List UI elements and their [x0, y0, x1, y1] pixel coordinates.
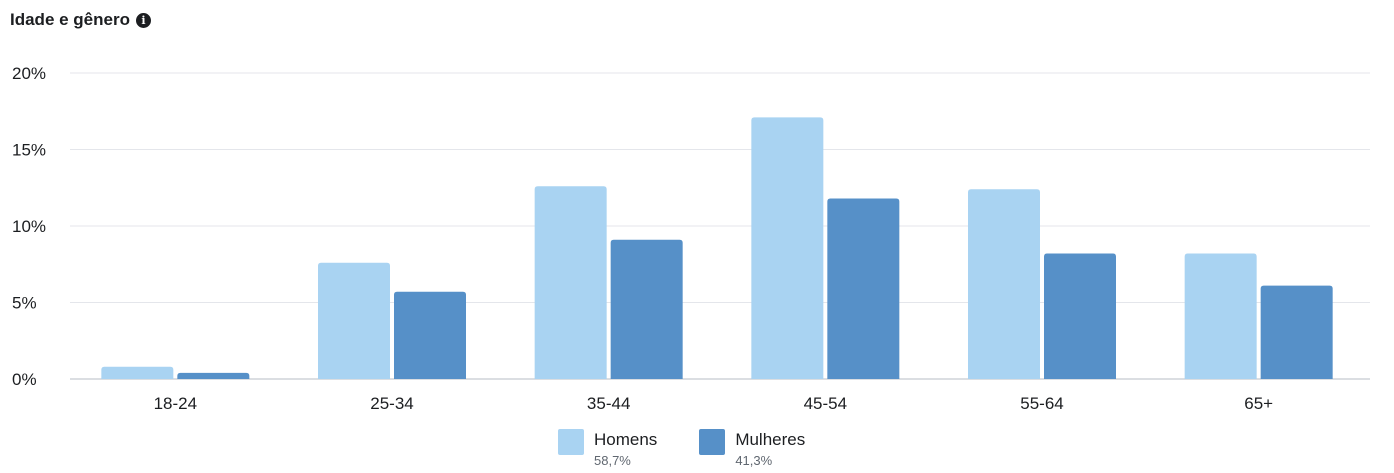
bar-homens-25-34[interactable]	[318, 262, 390, 379]
legend-percent-homens: 58,7%	[594, 453, 631, 468]
chart-title-row: Idade e gênero i	[10, 10, 151, 30]
legend-item-mulheres[interactable]: Mulheres 41,3%	[699, 427, 805, 469]
bar-mulheres-25-34[interactable]	[394, 291, 466, 379]
legend-swatch-mulheres	[699, 429, 726, 455]
bar-homens-35-44[interactable]	[534, 186, 607, 379]
bar-homens-65+[interactable]	[1184, 253, 1257, 379]
y-tick-label: 10%	[12, 217, 46, 236]
x-tick-label: 55-64	[1020, 394, 1063, 413]
y-tick-label: 15%	[12, 141, 46, 160]
x-tick-label: 18-24	[154, 394, 197, 413]
legend-label-homens: Homens	[594, 430, 658, 449]
bar-mulheres-65+[interactable]	[1260, 285, 1333, 379]
x-tick-label: 45-54	[804, 394, 847, 413]
legend-swatch-homens	[558, 429, 584, 455]
info-icon[interactable]: i	[135, 12, 151, 28]
bar-chart: 0% 5% 10% 15% 20% 18-24 25-34 35-44 45-54 55-64 65…	[12, 64, 1370, 413]
x-tick-label: 35-44	[587, 394, 630, 413]
chart-legend: Homens 58,7% Mulheres 41,3%	[558, 427, 805, 469]
legend-percent-mulheres: 41,3%	[735, 453, 773, 468]
bar-mulheres-35-44[interactable]	[610, 239, 683, 379]
bar-homens-55-64[interactable]	[968, 189, 1040, 379]
bar-mulheres-45-54[interactable]	[827, 198, 900, 379]
legend-label-mulheres: Mulheres	[735, 430, 806, 449]
bar-homens-18-24[interactable]	[101, 366, 174, 379]
y-tick-label: 0%	[12, 370, 37, 389]
chart-title: Idade e gênero	[10, 10, 130, 29]
bar-mulheres-55-64[interactable]	[1044, 253, 1116, 379]
y-tick-label: 20%	[12, 64, 46, 83]
x-tick-label: 25-34	[370, 394, 413, 413]
y-tick-label: 5%	[12, 294, 37, 313]
bar-homens-45-54[interactable]	[751, 117, 824, 380]
x-tick-label: 65+	[1244, 394, 1273, 413]
bar-mulheres-18-24[interactable]	[177, 372, 250, 379]
legend-item-homens[interactable]: Homens 58,7%	[558, 427, 657, 469]
